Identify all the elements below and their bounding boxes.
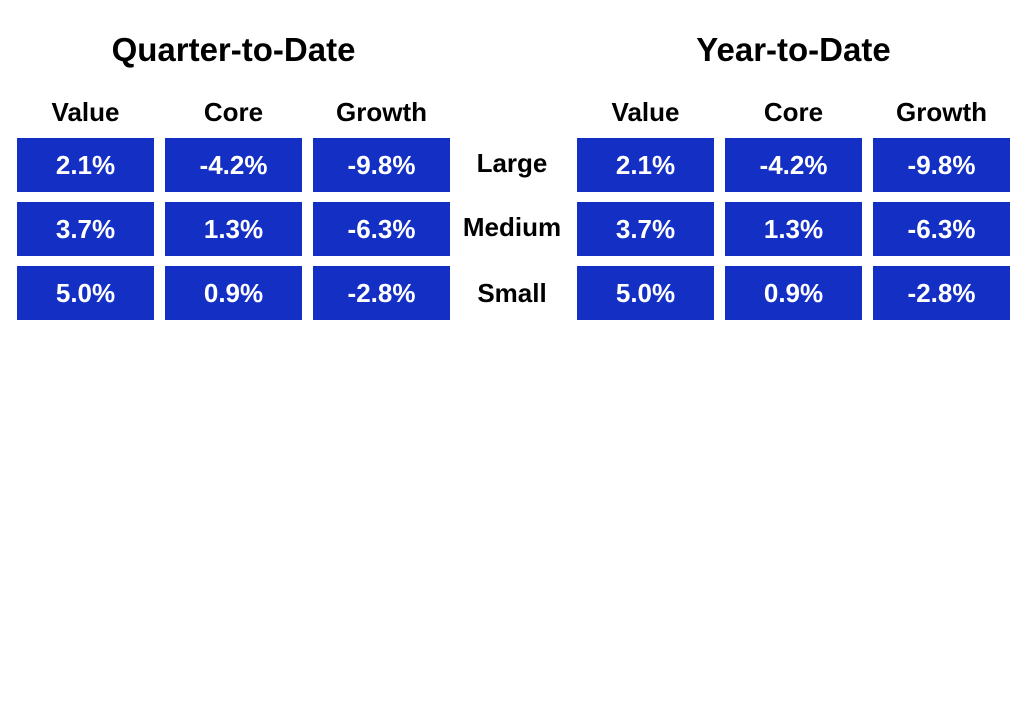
ytd-cell-medium-value: 3.7% — [577, 202, 714, 256]
row-label-large: Large — [476, 148, 548, 178]
ytd-cell-small-core: 0.9% — [725, 266, 862, 320]
qtd-title: Quarter-to-Date — [111, 31, 356, 68]
ytd-cell-medium-core: 1.3% — [725, 202, 862, 256]
qtd-col-header-core: Core — [203, 97, 264, 127]
ytd-cell-small-growth: -2.8% — [873, 266, 1010, 320]
ytd-title: Year-to-Date — [696, 31, 891, 68]
ytd-cell-large-core: -4.2% — [725, 138, 862, 192]
ytd-cell-large-growth: -9.8% — [873, 138, 1010, 192]
row-label-medium: Medium — [462, 212, 562, 242]
ytd-cell-small-value: 5.0% — [577, 266, 714, 320]
qtd-cell-small-core: 0.9% — [165, 266, 302, 320]
qtd-cell-large-value: 2.1% — [17, 138, 154, 192]
qtd-cell-medium-core: 1.3% — [165, 202, 302, 256]
qtd-cell-small-value: 5.0% — [17, 266, 154, 320]
qtd-cell-large-core: -4.2% — [165, 138, 302, 192]
ytd-cell-medium-growth: -6.3% — [873, 202, 1010, 256]
qtd-cell-small-growth: -2.8% — [313, 266, 450, 320]
ytd-col-header-core: Core — [763, 97, 824, 127]
qtd-cell-large-growth: -9.8% — [313, 138, 450, 192]
row-label-small: Small — [477, 278, 547, 308]
ytd-cell-large-value: 2.1% — [577, 138, 714, 192]
ytd-col-header-growth: Growth — [896, 97, 987, 127]
qtd-cell-medium-growth: -6.3% — [313, 202, 450, 256]
qtd-col-header-growth: Growth — [336, 97, 427, 127]
qtd-col-header-value: Value — [51, 97, 120, 127]
ytd-col-header-value: Value — [611, 97, 680, 127]
qtd-cell-medium-value: 3.7% — [17, 202, 154, 256]
